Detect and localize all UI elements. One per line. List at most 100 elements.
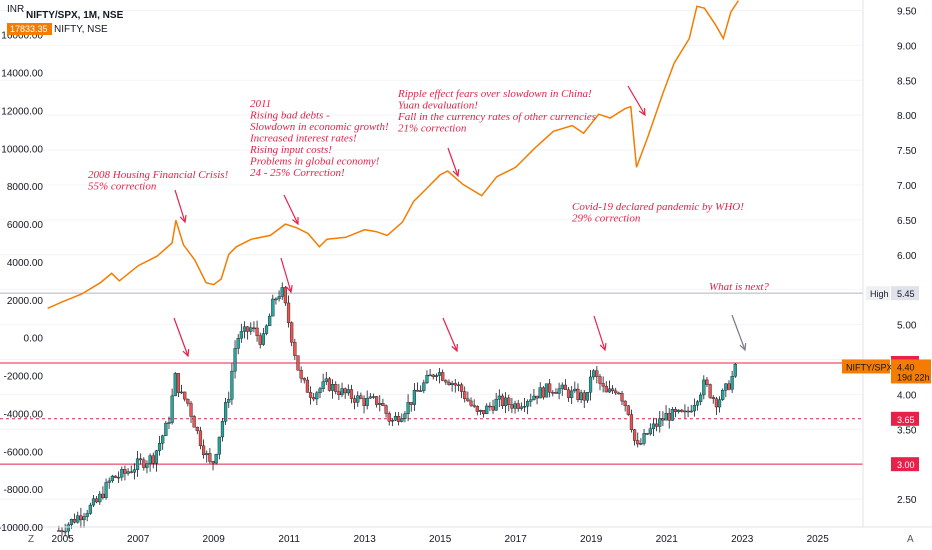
candle	[378, 403, 382, 405]
candle	[510, 404, 514, 409]
candle	[60, 530, 64, 532]
candle	[507, 397, 511, 405]
candle	[353, 398, 357, 403]
candle	[705, 379, 709, 385]
level-badge[interactable]	[891, 457, 919, 472]
candle	[481, 410, 486, 415]
candle	[428, 374, 432, 377]
candle	[261, 333, 265, 345]
candle	[255, 327, 259, 336]
left-tick-label: 14000.00	[1, 69, 43, 80]
candle	[664, 413, 668, 421]
candle	[139, 458, 143, 461]
nifty-value-badge	[7, 23, 52, 35]
candle	[532, 395, 536, 400]
right-tick-label: 7.00	[897, 181, 917, 192]
candle	[733, 364, 737, 377]
right-tick-label: 3.50	[897, 425, 917, 436]
annotation-text: 2008 Housing Financial Crisis! 55% correc…	[88, 169, 229, 193]
candle	[582, 392, 586, 401]
x-tick-label: 2017	[505, 534, 528, 545]
candle	[595, 370, 599, 377]
candle	[450, 383, 454, 386]
candle	[551, 392, 555, 394]
right-tick-label: 2.50	[897, 495, 917, 506]
candle	[76, 515, 80, 523]
candle	[409, 402, 413, 405]
candle	[290, 322, 294, 343]
candle	[246, 326, 250, 332]
candle	[403, 413, 407, 419]
candle	[453, 383, 457, 386]
annotation-arrow	[280, 257, 292, 293]
candle	[110, 475, 114, 482]
zoom-icon[interactable]: Z	[28, 534, 34, 545]
candle	[340, 388, 344, 396]
arrow-head	[292, 216, 299, 226]
candle	[522, 405, 527, 408]
candle	[692, 405, 696, 412]
candle	[283, 287, 287, 304]
x-tick-label: 2023	[731, 534, 754, 545]
level-badge-text: 3.65	[897, 415, 915, 425]
candle	[727, 383, 731, 390]
symbol-title[interactable]: NIFTY/SPX, 1M, NSE	[26, 10, 124, 21]
candle	[541, 387, 545, 398]
candle	[157, 443, 162, 451]
candle	[315, 392, 319, 400]
candle	[475, 406, 479, 412]
arrow-head	[638, 107, 646, 117]
candle	[117, 476, 121, 479]
candle	[107, 480, 111, 483]
nifty-label[interactable]: NIFTY, NSE	[54, 24, 108, 35]
candle	[186, 398, 190, 404]
left-tick-label: -10000.00	[0, 523, 43, 534]
annotation-text: What is next?	[709, 281, 769, 293]
candle	[431, 374, 435, 377]
x-axis-ticks: 2005 2007 2009 2011 2013 2015 2017 2019 2021 2023…	[52, 534, 830, 545]
candle	[535, 395, 539, 399]
candle	[242, 326, 247, 332]
candle	[557, 388, 561, 394]
candle	[437, 372, 442, 376]
candle	[434, 375, 438, 377]
level-badge[interactable]	[891, 411, 919, 426]
right-tick-label: 8.50	[897, 76, 917, 87]
candle	[614, 390, 618, 394]
candle	[230, 370, 234, 400]
candle	[91, 498, 96, 506]
candle	[576, 388, 580, 400]
candle	[164, 422, 168, 436]
currency-label: INR	[7, 4, 24, 15]
candle	[673, 409, 678, 412]
candle	[714, 398, 718, 408]
candle	[447, 381, 451, 386]
candle	[632, 429, 637, 441]
candle	[296, 355, 300, 371]
annotation-text: Ripple effect fears over slowdown in Chi…	[397, 88, 596, 135]
x-tick-label: 2025	[807, 534, 830, 545]
candle	[658, 418, 662, 427]
candle	[327, 378, 332, 391]
candle	[390, 420, 394, 422]
candle	[308, 392, 313, 398]
candle	[636, 440, 640, 445]
high-label: High	[870, 289, 889, 299]
candle	[648, 428, 652, 435]
candle	[639, 443, 643, 445]
candle	[466, 398, 470, 402]
candle	[293, 341, 297, 356]
auto-scale-button[interactable]: A	[907, 534, 914, 545]
candle	[69, 519, 74, 525]
candle	[359, 395, 363, 399]
candle	[252, 327, 256, 330]
right-tick-label: 5.00	[897, 321, 917, 332]
candle	[123, 469, 127, 474]
candle	[683, 410, 687, 413]
candle	[526, 401, 530, 407]
candle	[699, 394, 703, 402]
candle	[629, 414, 634, 430]
candle	[324, 378, 328, 382]
right-tick-label: 9.00	[897, 41, 917, 52]
x-tick-label: 2013	[354, 534, 377, 545]
